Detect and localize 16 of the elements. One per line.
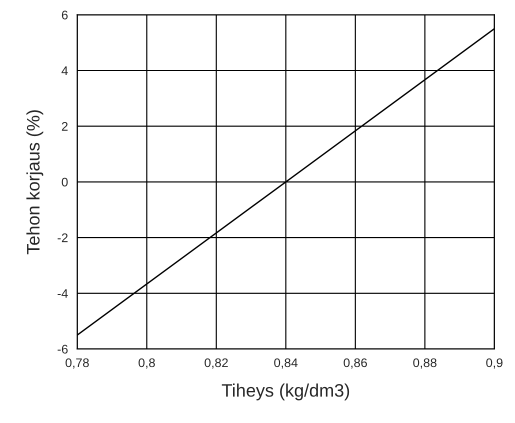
y-tick-label: 6 bbox=[62, 10, 68, 20]
y-tick-label: 2 bbox=[62, 122, 68, 131]
x-axis-title: Tiheys (kg/dm3) bbox=[222, 384, 350, 400]
y-tick-label: -2 bbox=[58, 233, 68, 242]
x-tick-label: 0,86 bbox=[344, 358, 367, 369]
y-tick-label: 4 bbox=[62, 66, 68, 76]
y-axis-title: Tehon korjaus (%) bbox=[26, 110, 44, 254]
y-tick-label: -4 bbox=[58, 289, 68, 298]
y-tick-label: 0 bbox=[62, 178, 68, 187]
x-tick-label: 0,78 bbox=[66, 358, 89, 369]
y-tick-label: -6 bbox=[58, 344, 68, 354]
x-tick-label: 0,84 bbox=[274, 358, 298, 369]
x-tick-label: 0,88 bbox=[413, 358, 436, 369]
x-tick-label: 0,8 bbox=[138, 358, 155, 369]
x-tick-label: 0,82 bbox=[204, 358, 228, 369]
x-tick-label: 0,9 bbox=[486, 358, 502, 369]
